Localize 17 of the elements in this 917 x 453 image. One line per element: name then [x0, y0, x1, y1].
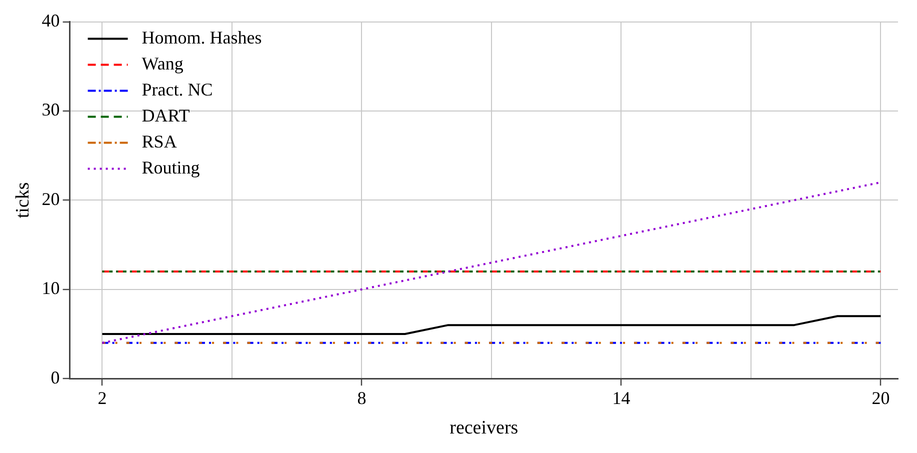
y-tick-label: 30: [42, 100, 60, 120]
legend-label: Pract. NC: [142, 80, 213, 100]
x-tick-label: 2: [98, 388, 107, 408]
x-tick-label: 8: [357, 388, 366, 408]
y-tick-label: 10: [42, 278, 60, 298]
legend-label: Homom. Hashes: [142, 28, 262, 48]
y-tick-label: 20: [42, 188, 60, 209]
legend-label: DART: [142, 106, 190, 126]
x-tick-label: 20: [872, 388, 890, 408]
legend-label: Routing: [142, 158, 200, 178]
y-axis-title: ticks: [12, 182, 34, 218]
y-tick-label: 0: [50, 367, 60, 388]
y-tick-label: 40: [42, 10, 60, 31]
legend-label: RSA: [142, 132, 177, 152]
x-axis-title: receivers: [450, 418, 518, 439]
legend-label: Wang: [142, 54, 184, 74]
x-tick-label: 14: [612, 388, 630, 408]
